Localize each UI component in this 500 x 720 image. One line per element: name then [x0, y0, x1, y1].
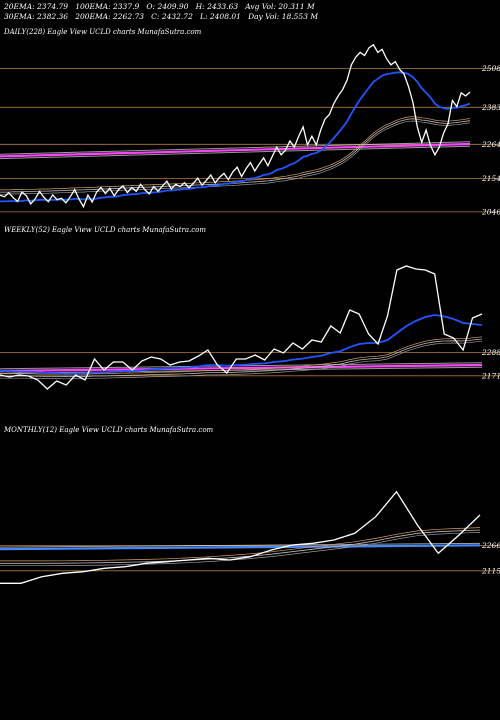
close-label: C: 2432.72 [151, 12, 193, 21]
daily-price-line [0, 43, 471, 209]
monthly-price-line [0, 490, 481, 584]
weekly-ema-fast-line [0, 314, 483, 375]
weekly-price-line [0, 265, 483, 390]
header-row-2: 30EMA: 2382.36 200EMA: 2262.73 C: 2432.7… [4, 12, 318, 22]
daily-tick-label: 2046 [481, 207, 500, 216]
monthly-long-ema-edge [0, 542, 481, 548]
daily-support-line [0, 145, 471, 160]
open-label: O: 2409.90 [146, 2, 189, 11]
daily-tick-label: 2264 [481, 140, 500, 149]
monthly-panel-title: MONTHLY(12) Eagle View UCLD charts Munaf… [4, 426, 214, 434]
daily-ema-slow-line [0, 118, 471, 193]
daily-tick-label: 2154 [481, 174, 500, 183]
ema30-label: 30EMA: 2382.36 [4, 12, 69, 21]
high-label: H: 2433.63 [195, 2, 239, 11]
daily-chart: 2508 2383 2264 2154 2046 [0, 43, 500, 216]
ema20-label: 20EMA: 2374.79 [4, 2, 69, 11]
daily-support-line [0, 141, 471, 155]
header-row-1: 20EMA: 2374.79 100EMA: 2337.9 O: 2409.90… [4, 2, 315, 12]
monthly-chart: 2266 2115 [0, 490, 500, 584]
monthly-ema-slow-line [0, 529, 481, 564]
monthly-long-ema-line [0, 544, 481, 551]
weekly-panel-title: WEEKLY(52) Eagle View UCLD charts Munafa… [4, 226, 207, 234]
monthly-ema-slow-line-2 [0, 527, 481, 562]
monthly-ema-slow-line-3 [0, 532, 481, 567]
weekly-support-line [0, 363, 483, 373]
monthly-tick-label: 2115 [481, 566, 500, 575]
day-vol-label: Day Vol: 18.553 M [248, 12, 319, 21]
daily-tick-label: 2383 [481, 103, 500, 112]
daily-tick-label: 2508 [481, 64, 500, 73]
avg-vol-label: Avg Vol: 20.311 M [245, 2, 315, 11]
weekly-chart: 2288 2171 [0, 265, 500, 390]
daily-ema-slow-line-2 [0, 116, 471, 191]
daily-ema-slow-line-3 [0, 120, 471, 195]
monthly-tick-label: 2266 [481, 541, 500, 550]
daily-panel-title: DAILY(228) Eagle View UCLD charts Munafa… [4, 28, 202, 36]
ema200-label: 200EMA: 2262.73 [75, 12, 145, 21]
weekly-tick-label: 2288 [481, 348, 500, 357]
weekly-ema-slow-line-3 [0, 340, 483, 380]
weekly-support-line [0, 366, 483, 374]
low-label: L: 2408.01 [200, 12, 241, 21]
daily-support-line [0, 142, 471, 158]
ema100-label: 100EMA: 2337.9 [75, 2, 140, 11]
weekly-ema-slow-line [0, 338, 483, 378]
weekly-tick-label: 2171 [481, 371, 500, 380]
daily-ema-fast-line [0, 71, 471, 203]
